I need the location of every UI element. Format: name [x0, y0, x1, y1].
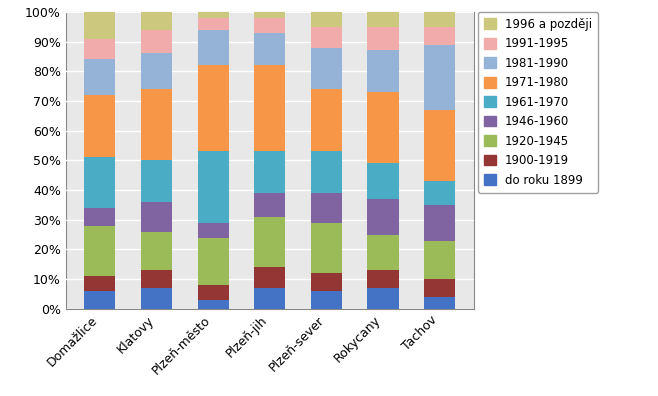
Bar	[254, 217, 286, 267]
Bar	[424, 181, 455, 205]
Bar	[84, 276, 116, 291]
Bar	[311, 151, 342, 193]
Bar	[424, 297, 455, 309]
Bar	[254, 193, 286, 217]
Bar	[254, 151, 286, 193]
Bar	[141, 202, 172, 232]
Bar	[141, 270, 172, 288]
Bar	[311, 89, 342, 152]
Bar	[197, 30, 229, 65]
Bar	[141, 288, 172, 309]
Bar	[424, 110, 455, 181]
Bar	[84, 226, 116, 276]
Bar	[84, 59, 116, 95]
Bar	[367, 27, 399, 50]
Bar	[367, 12, 399, 27]
Bar	[311, 193, 342, 223]
Bar	[197, 285, 229, 300]
Bar	[84, 95, 116, 157]
Bar	[254, 267, 286, 288]
Bar	[424, 240, 455, 279]
Bar	[254, 18, 286, 32]
Bar	[197, 300, 229, 309]
Bar	[141, 12, 172, 30]
Bar	[197, 223, 229, 238]
Bar	[197, 18, 229, 30]
Bar	[141, 53, 172, 89]
Bar	[197, 12, 229, 18]
Bar	[311, 291, 342, 309]
Bar	[424, 279, 455, 297]
Bar	[141, 89, 172, 160]
Legend: 1996 a později, 1991-1995, 1981-1990, 1971-1980, 1961-1970, 1946-1960, 1920-1945: 1996 a později, 1991-1995, 1981-1990, 19…	[478, 12, 598, 192]
Bar	[367, 199, 399, 234]
Bar	[84, 38, 116, 59]
Bar	[311, 27, 342, 48]
Bar	[367, 234, 399, 270]
Bar	[311, 223, 342, 273]
Bar	[311, 12, 342, 27]
Bar	[84, 208, 116, 226]
Bar	[254, 12, 286, 18]
Bar	[367, 163, 399, 199]
Bar	[254, 32, 286, 65]
Bar	[254, 65, 286, 152]
Bar	[84, 12, 116, 38]
Bar	[367, 50, 399, 92]
Bar	[367, 288, 399, 309]
Bar	[424, 44, 455, 110]
Bar	[197, 238, 229, 285]
Bar	[367, 270, 399, 288]
Bar	[141, 232, 172, 270]
Bar	[197, 65, 229, 152]
Bar	[367, 92, 399, 163]
Bar	[424, 205, 455, 240]
Bar	[311, 273, 342, 291]
Bar	[254, 288, 286, 309]
Bar	[424, 12, 455, 27]
Bar	[141, 30, 172, 53]
Bar	[141, 160, 172, 202]
Bar	[311, 48, 342, 89]
Bar	[84, 157, 116, 208]
Bar	[197, 151, 229, 223]
Bar	[424, 27, 455, 44]
Bar	[84, 291, 116, 309]
